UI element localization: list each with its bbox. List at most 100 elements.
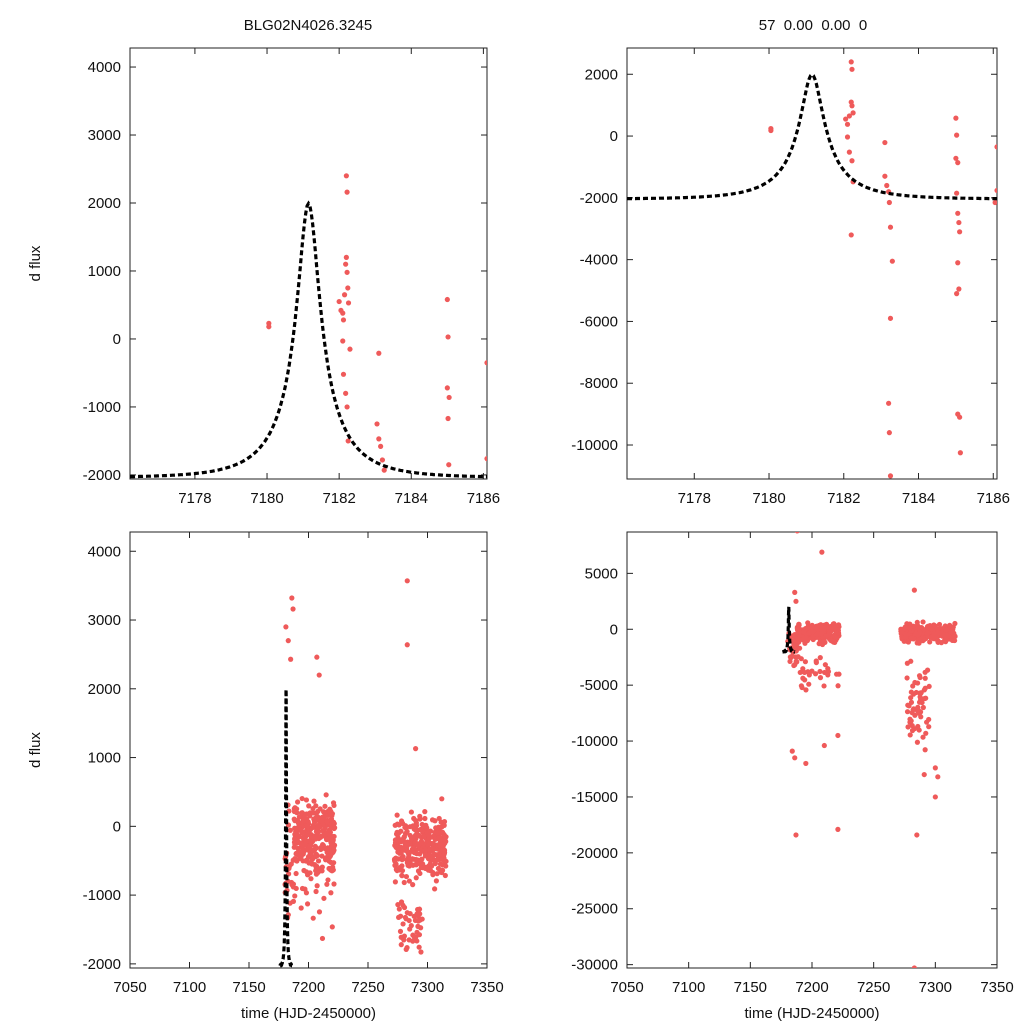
data-point — [955, 160, 961, 166]
data-point — [907, 625, 913, 631]
model-curve — [278, 689, 294, 968]
model-curve — [627, 72, 997, 201]
x-tick-label: 7182 — [827, 490, 860, 507]
data-point — [394, 812, 400, 818]
data-point — [911, 636, 917, 642]
data-point — [306, 803, 312, 809]
title-right: 57 0.00 0.00 0 — [759, 17, 867, 34]
x-tick-label: 7100 — [173, 979, 206, 996]
data-point — [392, 879, 398, 885]
data-point — [336, 298, 342, 305]
x-tick-label: 7200 — [292, 979, 325, 996]
data-point — [433, 836, 439, 842]
data-point — [343, 254, 349, 260]
data-point — [911, 706, 917, 712]
data-point — [844, 121, 851, 127]
title-left: BLG02N4026.3245 — [244, 17, 372, 34]
data-point — [430, 840, 437, 847]
data-point — [314, 863, 320, 869]
data-point — [296, 824, 302, 830]
data-point — [950, 627, 956, 633]
data-point — [789, 748, 795, 754]
data-point — [295, 820, 301, 826]
data-point — [417, 816, 423, 822]
data-point — [315, 858, 322, 864]
data-point — [319, 853, 325, 859]
data-point — [802, 677, 808, 683]
data-point — [426, 856, 432, 862]
data-point — [404, 642, 410, 648]
chart-bottom-right: 7050 7100 7150 7200 7250 7300 7350 -30000 -25000… — [571, 531, 1014, 1022]
data-point — [794, 646, 800, 652]
data-point — [310, 824, 316, 831]
x-tick-label: 7178 — [178, 490, 211, 507]
data-point — [399, 872, 405, 879]
data-point — [316, 672, 322, 678]
data-point — [399, 867, 406, 874]
data-point — [305, 824, 311, 830]
data-point — [300, 858, 306, 864]
y-tick-label: 0 — [610, 621, 618, 638]
data-point — [298, 905, 304, 911]
model-curve-group — [278, 689, 294, 968]
data-point — [307, 813, 313, 819]
data-point — [887, 315, 894, 321]
data-point — [392, 858, 398, 864]
data-point — [410, 862, 416, 868]
data-point — [844, 134, 851, 140]
data-point — [922, 747, 928, 753]
data-points — [282, 578, 449, 955]
data-point — [292, 893, 298, 899]
data-point — [848, 59, 854, 65]
data-point — [376, 436, 382, 442]
data-point — [427, 828, 434, 834]
data-point — [803, 687, 809, 693]
data-point — [936, 630, 942, 636]
data-point — [955, 210, 961, 216]
data-point — [801, 669, 808, 676]
data-point — [307, 842, 313, 848]
data-point — [304, 901, 311, 907]
x-tick-label: 7100 — [672, 979, 705, 996]
data-point — [309, 857, 315, 863]
data-point — [904, 709, 911, 715]
data-point — [849, 158, 855, 164]
data-point — [439, 841, 445, 847]
data-point — [417, 840, 424, 846]
data-point — [298, 840, 304, 846]
x-axis-label: time (HJD-2450000) — [241, 1005, 376, 1022]
data-point — [299, 810, 305, 816]
data-point — [306, 838, 312, 844]
data-point — [322, 831, 329, 837]
plot-frame — [626, 531, 998, 969]
data-point — [932, 765, 938, 771]
y-tick-label: 0 — [113, 331, 121, 348]
data-point — [916, 727, 922, 733]
data-point — [417, 860, 423, 867]
data-point — [956, 286, 962, 292]
data-point — [920, 704, 926, 711]
data-point — [340, 371, 347, 377]
data-point — [331, 881, 337, 887]
chart-top-left: 7178 7180 7182 7184 7186 -2000 -1000 0 1000 2000 3… — [27, 47, 500, 507]
data-point — [914, 739, 921, 745]
data-point — [324, 817, 331, 823]
data-point — [911, 587, 917, 593]
data-point — [314, 654, 320, 660]
data-point — [850, 110, 856, 116]
data-point — [418, 864, 424, 871]
data-point — [289, 595, 295, 601]
data-point — [992, 199, 997, 206]
data-point — [956, 219, 962, 226]
data-point — [812, 671, 819, 677]
data-point — [287, 827, 293, 833]
data-point — [914, 640, 920, 646]
data-point — [403, 824, 410, 830]
x-tick-label: 7186 — [467, 490, 500, 507]
data-point — [411, 935, 418, 941]
data-point — [344, 189, 350, 195]
data-point — [954, 132, 960, 138]
data-point — [411, 913, 417, 919]
data-point — [285, 638, 291, 644]
